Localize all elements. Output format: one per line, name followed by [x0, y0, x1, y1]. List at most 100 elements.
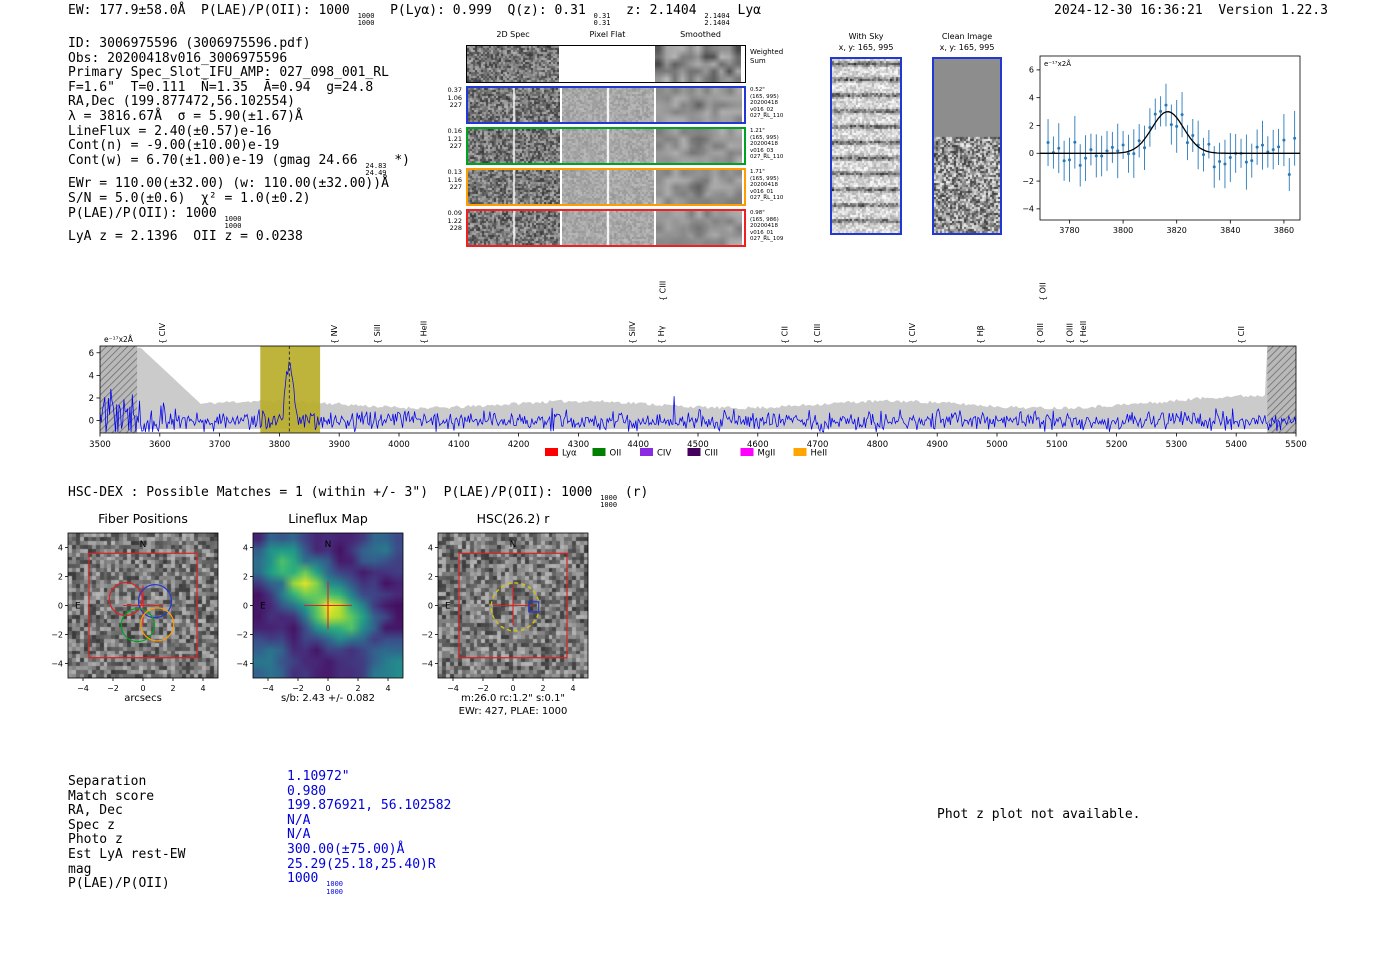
y-tick-label: 0 [1029, 149, 1034, 158]
info-line: Cont(w) = 6.70(±1.00)e-19 (gmag 24.66 24… [68, 152, 410, 178]
y-tick-label: 2 [58, 572, 63, 581]
pixelflat-image [562, 88, 654, 122]
x-tick-label: 4500 [687, 440, 709, 450]
spec2d-col-header: Pixel Flat [589, 30, 626, 39]
x-tick-label: −4 [262, 684, 274, 693]
legend-swatch [687, 448, 701, 456]
data-point [1180, 113, 1184, 117]
match-row-value: 1.10972" [287, 769, 350, 784]
y-tick-label: 4 [243, 543, 248, 552]
sky-panel-coords: x, y: 165, 995 [939, 43, 995, 52]
emission-line-label: { OIII [1036, 323, 1045, 344]
match-row-value: N/A [287, 827, 311, 843]
match-row-label: Est LyA rest-EW [68, 847, 186, 862]
y-tick-label: 2 [243, 572, 248, 581]
y-tick-label: 6 [1029, 66, 1034, 75]
summary-header: EW: 177.9±58.0Å P(LAE)/P(OII): 1000 1000… [68, 3, 761, 28]
x-tick-label: 3800 [269, 440, 291, 450]
spec2d-col-header: Smoothed [680, 30, 721, 39]
match-row-value: 1000 1000 1000 [287, 871, 343, 896]
legend-swatch [793, 448, 807, 456]
x-tick-label: 0 [510, 684, 515, 693]
data-point [1100, 154, 1104, 158]
x-tick-label: 5500 [1285, 440, 1307, 450]
data-point [1277, 145, 1281, 149]
emission-line-label: { CII [781, 326, 790, 344]
y-tick-label: 4 [58, 543, 63, 552]
x-tick-label: 3900 [328, 440, 350, 450]
spec2d-col-header: 2D Spec [496, 30, 530, 39]
extraction-box [458, 552, 568, 659]
smoothed-image [656, 170, 742, 204]
y-tick-label: 2 [89, 394, 94, 404]
cutout-title: HSC(26.2) r [476, 511, 550, 526]
compass-e: E [445, 602, 451, 612]
smoothed-image [656, 88, 742, 122]
legend-swatch [640, 448, 653, 456]
x-tick-label: −2 [107, 684, 119, 693]
data-point [1137, 139, 1141, 143]
spec2d-row-info: 0.98" (165, 986) 20200418 v016_01 027_RL… [750, 210, 784, 243]
legend-label: OII [610, 449, 622, 459]
fit-plot-frame [1039, 55, 1301, 221]
spec2d-row [466, 86, 746, 124]
fiber-circle [137, 584, 173, 619]
data-point [1121, 143, 1125, 147]
data-point [1143, 146, 1147, 150]
x-tick-label: 4900 [926, 440, 948, 450]
data-point [1169, 123, 1173, 127]
match-row-value: 199.876921, 56.102582 [287, 798, 452, 814]
data-point [1223, 162, 1227, 166]
x-tick-label: 2 [540, 684, 545, 693]
data-point [1164, 103, 1168, 107]
stacked-fraction: 1000 1000 [224, 214, 242, 230]
emission-line-label: { CII [1237, 326, 1246, 344]
match-row-value: 300.00(±75.00)Å [287, 842, 405, 857]
x-tick-label: 2 [170, 684, 175, 693]
spec2d-row-weights: 0.16 1.21 227 [447, 127, 462, 151]
info-line: λ = 3816.67Å σ = 5.90(±1.67)Å [68, 108, 303, 124]
photz-note: Phot z plot not available. [937, 807, 1141, 822]
x-tick-label: 0 [140, 684, 145, 693]
data-point [1148, 125, 1152, 129]
x-tick-label: 4 [570, 684, 575, 693]
selected-line-band [260, 346, 321, 433]
match-row-label: Spec z [68, 817, 115, 833]
x-tick-label: 4200 [508, 440, 530, 450]
data-point [1212, 165, 1216, 169]
info-line: F=1.6" T=0.111 N̄=1.35 Ā=0.94 g=24.8 [68, 79, 374, 95]
y-tick-label: 4 [89, 371, 94, 381]
data-point [1073, 140, 1077, 144]
y-tick-label: −4 [421, 659, 433, 668]
info-line: Primary Spec_Slot_IFU_AMP: 027_098_001_R… [68, 65, 389, 81]
data-point [1260, 143, 1264, 147]
cutout-axes: −4 −4 −2 −2 0 0 2 2 4 4 N E [51, 532, 219, 693]
x-tick-label: 5400 [1225, 440, 1247, 450]
fiber-circle [140, 607, 175, 642]
info-line: RA,Dec (199.877472,56.102554) [68, 94, 295, 110]
gaussian-fit-curve [1040, 111, 1300, 154]
spec2d-image [468, 170, 560, 204]
emission-line-label: { Hγ [657, 325, 666, 344]
extraction-box [88, 552, 198, 659]
match-row-value: 0.980 [287, 783, 327, 799]
spec2d-row [466, 127, 746, 165]
y-tick-label: −2 [236, 630, 248, 639]
legend-swatch [740, 448, 754, 456]
sky-panel-title: With Sky [848, 32, 884, 41]
compass-n: N [325, 540, 332, 550]
emission-line-label: { CIV [908, 322, 917, 344]
smoothed-image [655, 46, 741, 82]
cutout-xlabel: s/b: 2.43 +/- 0.082 [280, 693, 376, 704]
info-line: EWr = 110.00(±32.00) (w: 110.00(±32.00))… [68, 176, 389, 192]
x-tick-label: 4600 [747, 440, 769, 450]
info-line: Cont(n) = -9.00(±10.00)e-19 [68, 138, 280, 154]
data-point [1110, 145, 1114, 149]
data-point [1159, 109, 1163, 113]
cutout-axes: −4 −4 −2 −2 0 0 2 2 4 4 N E [236, 532, 404, 693]
legend-label: CIV [657, 449, 671, 459]
y-tick-label: 0 [58, 601, 63, 610]
data-point [1255, 145, 1259, 149]
y-tick-label: 4 [1029, 93, 1034, 102]
pixelflat-image [562, 170, 654, 204]
